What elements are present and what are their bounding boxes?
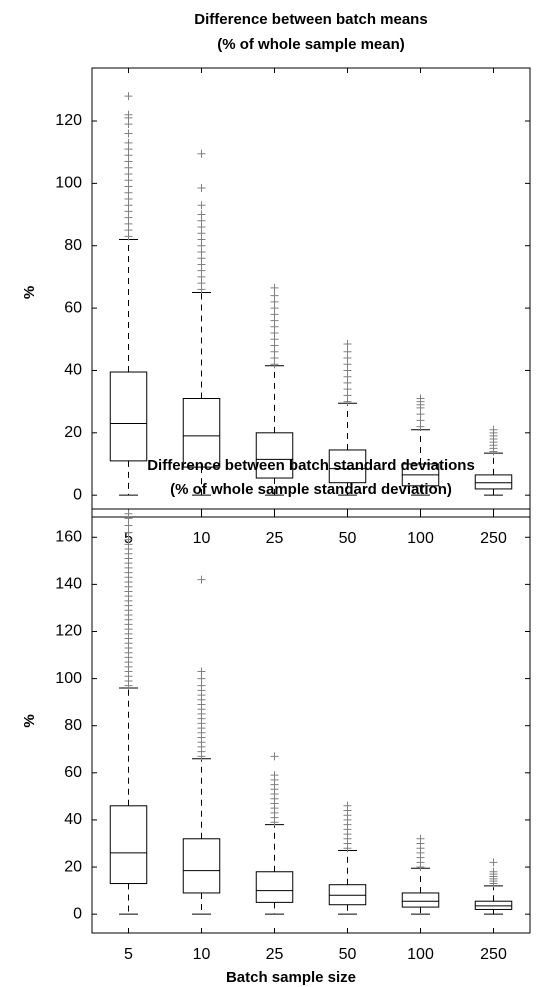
- y-tick-label: 0: [73, 905, 82, 922]
- outlier: [343, 801, 352, 810]
- x-axis-label: Batch sample size: [226, 969, 356, 986]
- y-tick-label: 120: [55, 623, 82, 640]
- outlier: [124, 92, 133, 101]
- outlier: [124, 521, 133, 530]
- x-tick-label: 25: [266, 946, 284, 963]
- outlier: [197, 210, 206, 219]
- x-tick-label: 50: [339, 530, 357, 547]
- x-tick-label: 250: [480, 946, 507, 963]
- outlier: [124, 110, 133, 119]
- outlier: [124, 535, 133, 544]
- outlier: [197, 575, 206, 584]
- x-tick-label: 250: [480, 530, 507, 547]
- outlier: [124, 528, 133, 537]
- box: [182, 838, 221, 894]
- box: [255, 432, 294, 479]
- outlier: [270, 771, 279, 780]
- box: [328, 449, 367, 484]
- outlier: [270, 291, 279, 300]
- y-tick-label: 40: [64, 362, 82, 379]
- outlier: [343, 347, 352, 356]
- box: [474, 900, 513, 910]
- outlier: [270, 283, 279, 292]
- chart-title: Difference between batch standard deviat…: [147, 457, 475, 474]
- y-tick-label: 20: [64, 858, 82, 875]
- outlier: [197, 674, 206, 683]
- x-tick-label: 100: [407, 946, 434, 963]
- box: [109, 371, 148, 462]
- y-tick-label: 40: [64, 811, 82, 828]
- box: [109, 805, 148, 885]
- x-tick-label: 5: [124, 946, 133, 963]
- x-tick-label: 50: [339, 946, 357, 963]
- outlier: [489, 858, 498, 867]
- y-tick-label: 140: [55, 576, 82, 593]
- plot-frame: [91, 67, 531, 518]
- outlier: [197, 681, 206, 690]
- box: [401, 892, 440, 908]
- outlier: [197, 149, 206, 158]
- chart-title: Difference between batch means: [194, 11, 427, 28]
- y-tick-label: 0: [73, 486, 82, 503]
- outlier: [124, 138, 133, 147]
- outlier: [197, 201, 206, 210]
- box: [328, 884, 367, 906]
- y-tick-label: 60: [64, 764, 82, 781]
- y-tick-label: 100: [55, 670, 82, 687]
- outlier: [416, 834, 425, 843]
- y-tick-label: 120: [55, 112, 82, 129]
- y-tick-label: 100: [55, 175, 82, 192]
- y-tick-label: 20: [64, 424, 82, 441]
- x-tick-label: 10: [193, 530, 211, 547]
- outlier: [489, 425, 498, 434]
- outlier: [197, 184, 206, 193]
- outlier: [124, 129, 133, 138]
- outlier: [197, 667, 206, 676]
- box: [182, 398, 221, 468]
- x-tick-label: 10: [193, 946, 211, 963]
- y-axis-label: %: [21, 714, 38, 727]
- y-tick-label: 160: [55, 528, 82, 545]
- outlier: [489, 867, 498, 876]
- y-tick-label: 60: [64, 299, 82, 316]
- y-axis-label: %: [21, 286, 38, 299]
- outlier: [124, 509, 133, 518]
- plot-frame: [91, 508, 531, 934]
- x-tick-label: 25: [266, 530, 284, 547]
- chart-title: (% of whole sample standard deviation): [170, 481, 452, 498]
- box: [255, 871, 294, 903]
- y-tick-label: 80: [64, 717, 82, 734]
- box: [474, 474, 513, 490]
- outlier: [343, 339, 352, 348]
- outlier: [270, 752, 279, 761]
- chart-title: (% of whole sample mean): [217, 36, 405, 53]
- y-tick-label: 80: [64, 237, 82, 254]
- x-tick-label: 100: [407, 530, 434, 547]
- outlier: [416, 394, 425, 403]
